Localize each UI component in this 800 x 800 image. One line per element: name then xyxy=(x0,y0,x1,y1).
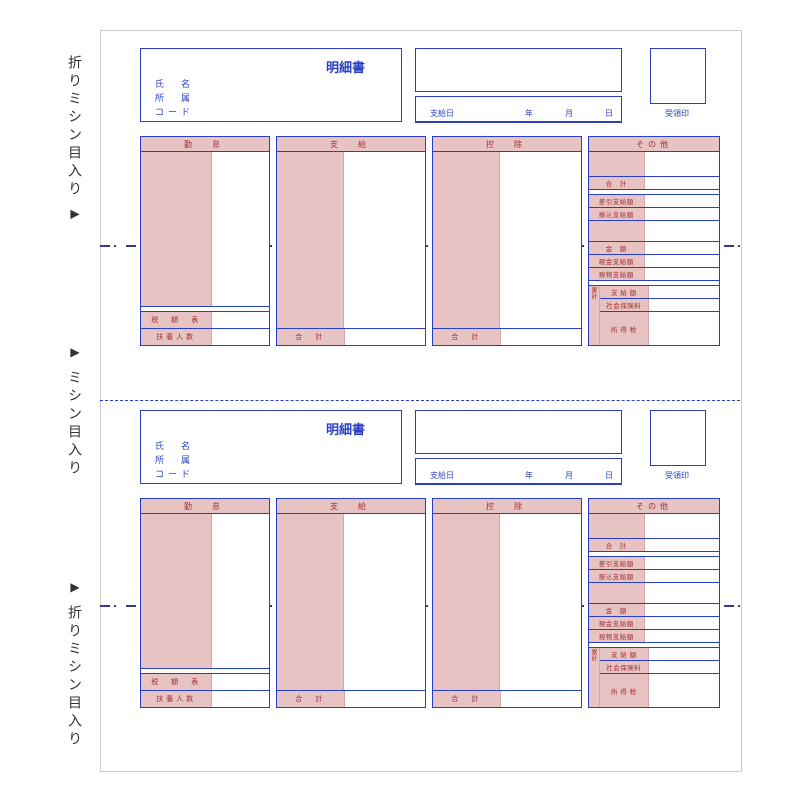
side-label-mid: ▶ ミシン目入り xyxy=(65,345,85,478)
cut-perforation xyxy=(100,400,740,401)
net-pay-label: 差引支給額 xyxy=(589,557,645,569)
total-label: 合 計 xyxy=(433,691,501,707)
stamp-box xyxy=(650,48,706,104)
slip-title: 明細書 xyxy=(326,419,365,438)
side-label-top: 折りミシン目入り ▶ xyxy=(65,55,85,224)
col-header: 控 除 xyxy=(433,137,581,152)
attendance-column: 勤 怠 税 額 表 扶養人数 xyxy=(140,498,270,708)
cash-label: 現金支給額 xyxy=(589,255,645,267)
deduction-column: 控 除 合 計 xyxy=(432,136,582,346)
tax-table-label: 税 額 表 xyxy=(141,312,212,328)
col-header: 勤 怠 xyxy=(141,137,269,152)
inkind-label: 現物支給額 xyxy=(589,630,645,642)
year-label: 年 xyxy=(525,470,533,481)
month-label: 月 xyxy=(565,108,573,119)
attendance-column: 勤 怠 税 額 表 扶養人数 xyxy=(140,136,270,346)
payslip-top: 明細書 氏 名 所 属 コード 支給日 年 月 日 受領印 勤 怠 税 額 表 … xyxy=(140,48,730,128)
value-box xyxy=(415,410,622,454)
columns-area: 勤 怠 税 額 表 扶養人数 支 給 合 計 控 除 合 計 その他 合 計 差… xyxy=(140,498,730,708)
code-label: コード xyxy=(155,467,194,480)
name-label: 氏 名 xyxy=(155,439,194,452)
cumulative-label: 累計 xyxy=(589,649,598,661)
day-label: 日 xyxy=(605,108,613,119)
employee-info-box: 明細書 氏 名 所 属 コード xyxy=(140,48,402,122)
social-ins-label: 社会保険料 xyxy=(600,661,649,673)
stamp-box xyxy=(650,410,706,466)
social-ins-label: 社会保険料 xyxy=(600,299,649,311)
code-label: コード xyxy=(155,105,194,118)
subtotal-label: 合 計 xyxy=(589,177,645,189)
amount-label: 金 額 xyxy=(589,242,645,254)
pay-date-label: 支給日 xyxy=(430,470,454,481)
inkind-label: 現物支給額 xyxy=(589,268,645,280)
income-tax-label: 所 得 税 xyxy=(600,312,649,345)
amount-label: 金 額 xyxy=(589,604,645,616)
cash-label: 現金支給額 xyxy=(589,617,645,629)
slip-title: 明細書 xyxy=(326,57,365,76)
dept-label: 所 属 xyxy=(155,453,194,466)
total-label: 合 計 xyxy=(277,691,345,707)
year-label: 年 xyxy=(525,108,533,119)
col-header: 支 給 xyxy=(277,137,425,152)
employee-info-box: 明細書 氏 名 所 属 コード xyxy=(140,410,402,484)
subtotal-label: 合 計 xyxy=(589,539,645,551)
pay-date-label: 支給日 xyxy=(430,108,454,119)
other-column: その他 合 計 差引支給額 振込支給額 金 額 現金支給額 現物支給額 累計 支… xyxy=(588,498,720,708)
tax-table-label: 税 額 表 xyxy=(141,674,212,690)
net-pay-label: 差引支給額 xyxy=(589,195,645,207)
dependents-label: 扶養人数 xyxy=(141,691,212,707)
gross-pay-label: 支 給 額 xyxy=(600,286,649,298)
total-label: 合 計 xyxy=(277,329,345,345)
value-box xyxy=(415,48,622,92)
payslip-bottom: 明細書 氏 名 所 属 コード 支給日 年 月 日 受領印 勤 怠 税 額 表 … xyxy=(140,410,730,490)
total-label: 合 計 xyxy=(433,329,501,345)
dept-label: 所 属 xyxy=(155,91,194,104)
month-label: 月 xyxy=(565,470,573,481)
name-label: 氏 名 xyxy=(155,77,194,90)
income-tax-label: 所 得 税 xyxy=(600,674,649,707)
col-header: 支 給 xyxy=(277,499,425,514)
deduction-column: 控 除 合 計 xyxy=(432,498,582,708)
other-column: その他 合 計 差引支給額 振込支給額 金 額 現金支給額 現物支給額 累計 支… xyxy=(588,136,720,346)
col-header: 勤 怠 xyxy=(141,499,269,514)
col-header: その他 xyxy=(589,137,719,152)
col-header: その他 xyxy=(589,499,719,514)
side-label-bot: ▶ 折りミシン目入り xyxy=(65,580,85,749)
stamp-label: 受領印 xyxy=(665,108,689,119)
col-header: 控 除 xyxy=(433,499,581,514)
transfer-label: 振込支給額 xyxy=(589,208,645,220)
cumulative-label: 累計 xyxy=(589,287,598,299)
dependents-label: 扶養人数 xyxy=(141,329,212,345)
columns-area: 勤 怠 税 額 表 扶養人数 支 給 合 計 控 除 合 計 その他 合 計 差… xyxy=(140,136,730,346)
payment-column: 支 給 合 計 xyxy=(276,136,426,346)
day-label: 日 xyxy=(605,470,613,481)
transfer-label: 振込支給額 xyxy=(589,570,645,582)
gross-pay-label: 支 給 額 xyxy=(600,648,649,660)
payment-column: 支 給 合 計 xyxy=(276,498,426,708)
stamp-label: 受領印 xyxy=(665,470,689,481)
